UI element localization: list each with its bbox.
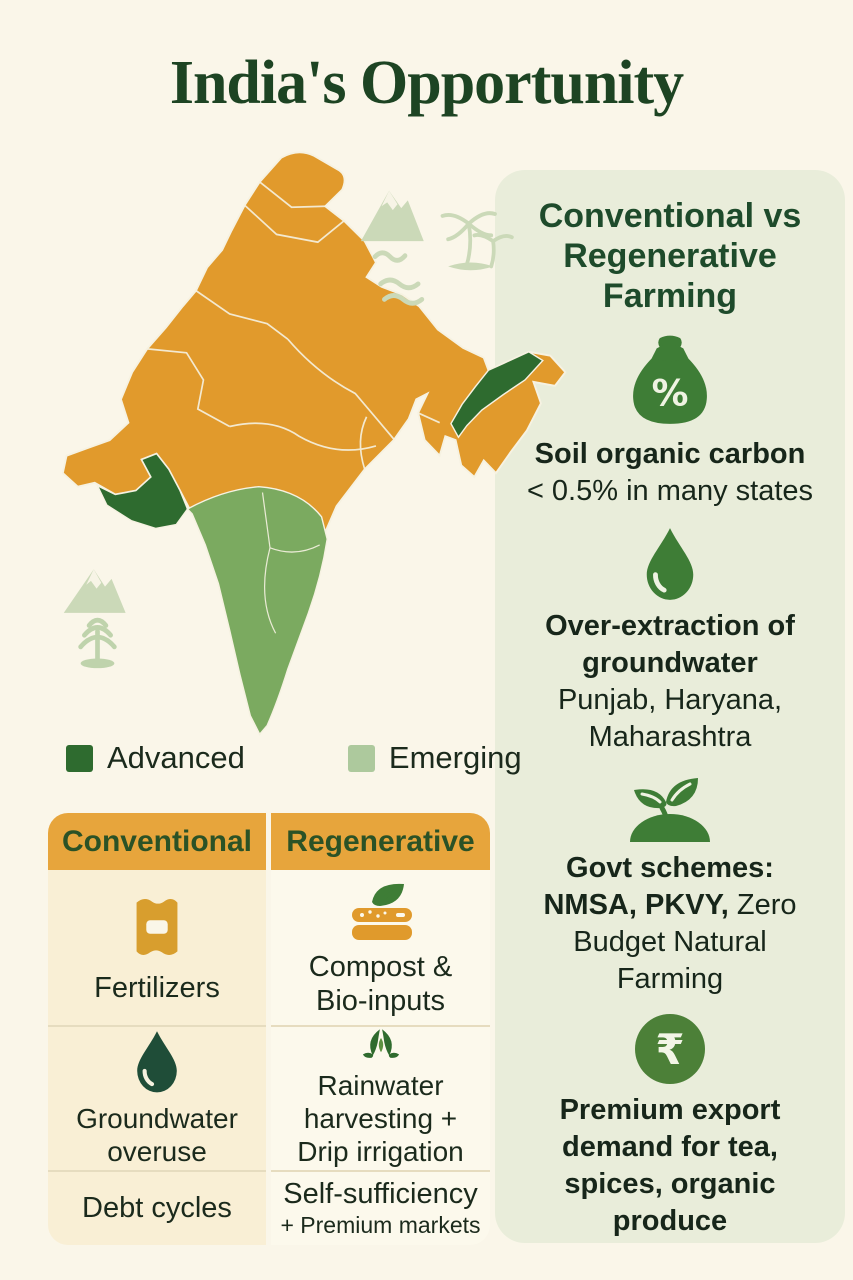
item-normal-text: < 0.5% in many states <box>526 475 814 507</box>
row-divider <box>48 1025 266 1027</box>
cell-label: Rainwater harvesting + Drip irrigation <box>297 1070 464 1167</box>
map-region-advanced-northeast <box>450 350 544 439</box>
comparison-table: Conventional Regenerative Fertilizers <box>48 813 490 1245</box>
item-bold-text: Soil organic carbon <box>534 438 806 470</box>
rainwater-leaves-icon <box>362 1029 399 1058</box>
cell-sublabel: + Premium markets <box>280 1211 481 1238</box>
page-title: India's Opportunity <box>169 49 684 117</box>
table-cell-self-sufficiency: Self-sufficiency + Premium markets <box>271 1172 490 1243</box>
table-cell-debt-cycles: Debt cycles <box>48 1172 266 1243</box>
row-divider <box>48 1170 266 1172</box>
cell-label: Debt cycles <box>82 1191 232 1224</box>
percent-glyph: % <box>652 372 689 415</box>
seedling-icon <box>629 778 710 842</box>
table-cell-compost: Compost & Bio-inputs <box>271 872 490 1023</box>
legend-swatch-advanced <box>66 744 93 772</box>
panel-item-text: Soil organic carbon < 0.5% in many state… <box>527 436 813 510</box>
map-region-emerging-south <box>186 485 328 736</box>
mountain-icon <box>360 190 424 263</box>
item-normal-text: Punjab, Haryana, Maharashtra <box>557 684 783 753</box>
fertilizer-bag-icon <box>136 898 178 955</box>
panel-item-govt-schemes: Govt schemes: NMSA, PKVY, Zero Budget Na… <box>543 770 797 998</box>
legend-label: Emerging <box>388 740 522 775</box>
compost-bin-leaf-icon <box>351 883 412 940</box>
map-legend: Advanced Emerging <box>66 740 522 776</box>
cell-label: Self-sufficiency <box>283 1177 478 1210</box>
table-cell-fertilizers: Fertilizers <box>48 872 266 1023</box>
legend-label: Advanced <box>107 740 245 775</box>
legend-item-emerging: Emerging <box>347 740 522 776</box>
cell-label: Compost & Bio-inputs <box>308 950 453 1017</box>
row-divider <box>271 1025 490 1027</box>
rupee-glyph: ₹ <box>655 1025 684 1074</box>
panel-item-soil-carbon: % Soil organic carbon < 0.5% in many sta… <box>527 332 813 510</box>
map-region-advanced-west <box>95 452 189 530</box>
waves-icon <box>378 277 425 306</box>
water-drop-icon <box>646 528 694 600</box>
cell-label: Groundwater overuse <box>76 1102 238 1167</box>
money-bag-percent-icon: % <box>633 335 707 424</box>
item-bold-text: Premium export demand for tea, spices, o… <box>559 1094 781 1237</box>
tree-icon <box>78 617 117 669</box>
panel-item-text: Premium export demand for tea, spices, o… <box>560 1092 781 1240</box>
groundwater-drop-icon <box>137 1030 177 1092</box>
cell-label: Fertilizers <box>94 971 220 1004</box>
item-normal-text: Zero Budget Natural Farming <box>573 889 797 995</box>
south-state-lines <box>261 492 320 634</box>
item-bold-text: Govt schemes: NMSA, PKVY, <box>543 852 774 921</box>
table-cell-rainwater: Rainwater harvesting + Drip irrigation <box>271 1027 490 1168</box>
table-header-regenerative: Regenerative <box>271 813 490 870</box>
panel-title: Conventional vs Regenerative Farming <box>538 197 802 315</box>
row-divider <box>271 1170 490 1172</box>
legend-item-advanced: Advanced <box>66 740 245 776</box>
side-panel: Conventional vs Regenerative Farming % S… <box>495 170 845 1243</box>
palm-trees-icon <box>440 211 514 271</box>
table-header-conventional: Conventional <box>48 813 266 870</box>
table-cell-groundwater-overuse: Groundwater overuse <box>48 1027 266 1168</box>
mountain-icon <box>63 569 126 613</box>
panel-item-premium-export: ₹ Premium export demand for tea, spices,… <box>560 1012 781 1240</box>
panel-item-text: Over-extraction of groundwater Punjab, H… <box>545 608 795 756</box>
item-bold-text: Over-extraction of groundwater <box>545 610 795 679</box>
india-map <box>61 151 567 737</box>
legend-swatch-emerging <box>347 744 375 772</box>
rupee-coin-icon: ₹ <box>634 1014 705 1084</box>
panel-item-text: Govt schemes: NMSA, PKVY, Zero Budget Na… <box>543 850 796 998</box>
panel-item-groundwater: Over-extraction of groundwater Punjab, H… <box>545 524 795 756</box>
